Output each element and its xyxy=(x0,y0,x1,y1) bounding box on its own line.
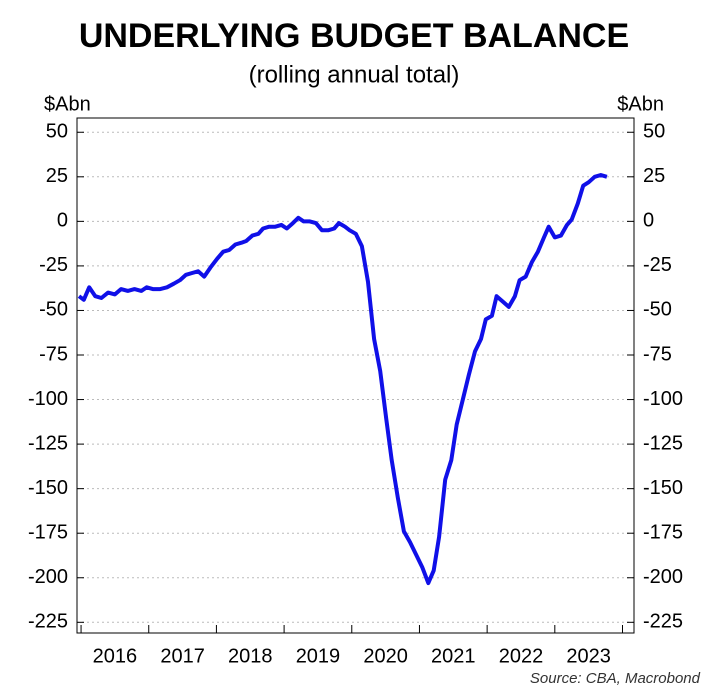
y2-tick-label: -50 xyxy=(643,299,672,321)
x-tick-label: 2019 xyxy=(296,645,341,667)
x-tick-label: 2016 xyxy=(93,645,138,667)
x-tick-label: 2020 xyxy=(363,645,408,667)
x-tick-label: 2018 xyxy=(228,645,273,667)
chart-subtitle: (rolling annual total) xyxy=(249,61,460,88)
y2-tick-label: -225 xyxy=(643,611,683,633)
y2-tick-label: -150 xyxy=(643,477,683,499)
y2-tick-label: -125 xyxy=(643,432,683,454)
y-tick-label: -100 xyxy=(28,388,68,410)
y2-tick-label: 0 xyxy=(643,210,654,232)
x-tick-label: 2017 xyxy=(160,645,205,667)
y-tick-label: 50 xyxy=(46,121,68,143)
y2-tick-label: 25 xyxy=(643,165,665,187)
y-tick-label: 0 xyxy=(57,210,68,232)
y2-tick-label: 50 xyxy=(643,121,665,143)
chart-title: UNDERLYING BUDGET BALANCE xyxy=(79,17,629,55)
x-tick-label: 2022 xyxy=(499,645,544,667)
y-tick-label: -50 xyxy=(39,299,68,321)
y-tick-label: -125 xyxy=(28,432,68,454)
y-tick-label: -175 xyxy=(28,521,68,543)
y-tick-label: -150 xyxy=(28,477,68,499)
y-axis-label: $Abn xyxy=(44,93,91,115)
y-tick-label: -25 xyxy=(39,254,68,276)
x-tick-label: 2023 xyxy=(566,645,611,667)
y2-tick-label: -25 xyxy=(643,254,672,276)
y2-tick-label: -75 xyxy=(643,343,672,365)
y-tick-label: -200 xyxy=(28,566,68,588)
y-tick-label: 25 xyxy=(46,165,68,187)
y2-tick-label: -175 xyxy=(643,521,683,543)
y-tick-label: -225 xyxy=(28,611,68,633)
y-tick-label: -75 xyxy=(39,343,68,365)
data-line xyxy=(77,173,608,586)
y2-tick-label: -100 xyxy=(643,388,683,410)
plot-frame xyxy=(76,117,635,634)
source: Source: CBA, Macrobond xyxy=(530,670,701,687)
x-tick-label: 2021 xyxy=(431,645,476,667)
y2-axis-label: $Abn xyxy=(617,93,664,115)
y2-tick-label: -200 xyxy=(643,566,683,588)
